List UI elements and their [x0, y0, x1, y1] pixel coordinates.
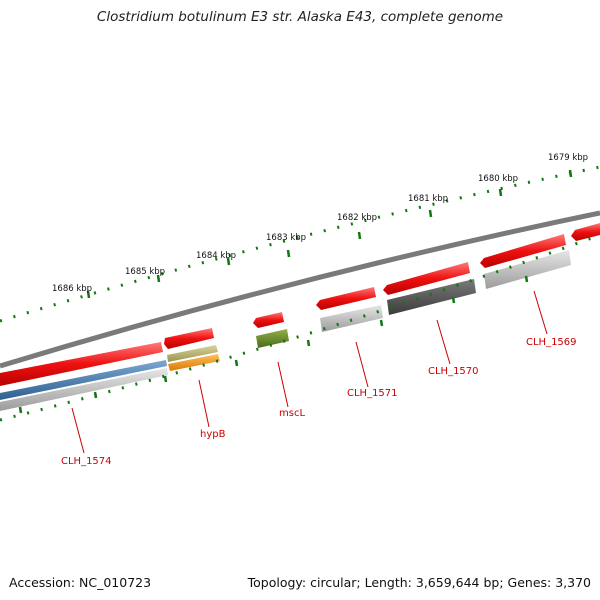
ruler-label-1681: 1681 kbp: [408, 194, 448, 204]
reverse-strand-genes: [0, 250, 571, 411]
gene-clh1574-forward[interactable]: [0, 342, 163, 386]
gene-clh1569-gray[interactable]: [484, 250, 571, 289]
gene-hypb-olive[interactable]: [167, 345, 218, 362]
ruler-label-1684: 1684 kbp: [196, 251, 236, 261]
gene-next-forward[interactable]: [571, 223, 600, 241]
topology-text: Topology: circular; Length: 3,659,644 bp…: [247, 575, 591, 590]
gene-label-clh1571: CLH_1571: [347, 388, 398, 399]
ruler-label-1680: 1680 kbp: [478, 174, 518, 184]
outer-ruler-dots: [0, 165, 600, 323]
gene-clh1571-forward[interactable]: [316, 287, 376, 310]
gene-leader-lines: [71, 290, 548, 454]
inner-ruler-major-ticks: [18, 275, 529, 414]
gene-clh1570-forward[interactable]: [383, 262, 470, 295]
ruler-label-1683: 1683 kbp: [266, 233, 306, 243]
gene-label-hypb: hypB: [200, 429, 226, 440]
ruler-label-1682: 1682 kbp: [337, 213, 377, 223]
gene-mscl-green[interactable]: [256, 329, 289, 348]
map-title: Clostridium botulinum E3 str. Alaska E43…: [96, 9, 504, 25]
gene-hypb-orange[interactable]: [168, 354, 220, 371]
ruler-label-1685: 1685 kbp: [125, 267, 165, 277]
forward-strand-genes: [0, 223, 600, 386]
gene-label-clh1570: CLH_1570: [428, 366, 479, 377]
gene-label-clh1569: CLH_1569: [526, 337, 577, 348]
gene-label-mscl: mscL: [279, 408, 305, 419]
gene-clh1570-dark[interactable]: [387, 279, 476, 315]
genome-backbone: [0, 210, 600, 369]
gene-clh1574-blue[interactable]: [0, 360, 167, 400]
gene-label-clh1574: CLH_1574: [61, 456, 112, 467]
gene-clh1569-forward[interactable]: [480, 234, 566, 268]
gene-hypb-forward[interactable]: [164, 328, 214, 349]
inner-ruler-dots: [0, 233, 600, 422]
gene-clh1571-gray[interactable]: [320, 305, 383, 332]
gene-mscl-forward[interactable]: [253, 312, 284, 328]
ruler-label-1686: 1686 kbp: [52, 284, 92, 294]
ruler-label-1679: 1679 kbp: [548, 153, 588, 163]
outer-ruler-major-ticks: [86, 169, 573, 299]
accession-text: Accession: NC_010723: [9, 575, 152, 590]
gene-clh1574-gray[interactable]: [0, 368, 168, 411]
